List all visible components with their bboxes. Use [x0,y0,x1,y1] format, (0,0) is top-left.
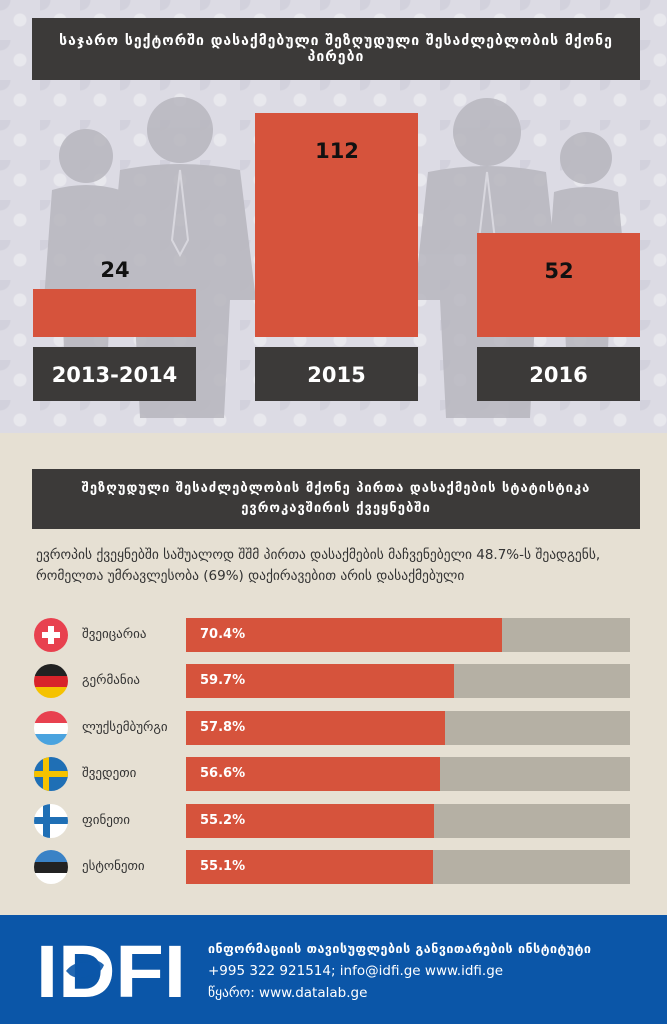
stats-title-line-1: შეზღუდული შესაძლებლობის მქონე პირთა დასა… [81,481,591,496]
country-row: ლუქსემბურგი 57.8% [34,710,634,745]
flag-finland-icon [34,803,68,838]
flag-estonia-icon [34,850,68,884]
top-title: საჯარო სექტორში დასაქმებული შეზღუდული შე… [32,18,640,80]
category-label: 2015 [307,363,365,387]
bar-2013-2014 [33,289,196,337]
contact-info: +995 322 921514; info@idfi.ge www.idfi.g… [208,963,504,979]
country-row: შვეიცარია 70.4% [34,618,634,652]
bar-fill [186,664,454,699]
category-label-box [477,347,640,401]
country-row: გერმანია 59.7% [34,664,634,699]
bar-fill [186,803,434,838]
stats-section: შეზღუდული შესაძლებლობის მქონე პირთა დასა… [0,433,667,915]
country-name: ლუქსემბურგი [82,719,168,735]
flag-luxembourg-icon [34,710,68,745]
person-head-2 [147,97,213,163]
bar-value-label: 70.4% [200,627,246,642]
person-head-1 [59,129,113,183]
bar-track: 56.6% [186,757,630,792]
bars-layer: 24 2013-2014 112 2015 52 2016 [33,113,640,401]
bar-fill [186,710,446,745]
category-label-box [33,347,196,401]
country-name: გერმანია [82,673,141,689]
bar-value-label: 57.8% [200,719,246,735]
flag-germany-icon [34,664,68,699]
stats-title: შეზღუდული შესაძლებლობის მქონე პირთა დასა… [32,469,640,529]
bar-fill [186,850,434,884]
bar-value-label: 59.7% [200,673,246,689]
bar-value-label: 55.1% [200,859,246,874]
bar-track: 59.7% [186,664,630,699]
country-name: შვედეთი [82,766,137,782]
bar-2015 [255,113,418,337]
idfi-logo: IDFI [36,937,186,1003]
bar-track: 55.2% [186,803,630,838]
country-row: შვედეთი 56.6% [34,757,634,792]
stats-title-line-2: ევროკავშირის ქვეყნებში [241,501,431,516]
bar-value-label: 24 [100,258,129,282]
bar-track: 55.1% [186,850,630,884]
bar-fill [186,757,440,792]
bar-chart: 24 2013-2014 112 2015 52 2016 [33,113,640,401]
source-note: წყარო: www.datalab.ge [208,985,368,1001]
svg-text:IDFI: IDFI [36,937,186,1003]
country-name: შვეიცარია [82,627,147,642]
bar-value-label: 52 [544,259,573,283]
bar-value-label: 56.6% [200,766,246,782]
bar-track: 57.8% [186,710,630,745]
footer: IDFI ინფორმაციის თავისუფლების განვითარებ… [0,915,667,1024]
bar-value-label: 112 [315,139,359,163]
category-label: 2013-2014 [52,363,178,387]
bar-value-label: 55.2% [200,812,246,828]
bar-fill [186,618,502,652]
bar-2016 [477,233,640,337]
country-row: ესტონეთი 55.1% [34,850,634,884]
top-section: საჯარო სექტორში დასაქმებული შეზღუდული შე… [0,0,667,433]
category-label-box [255,347,418,401]
flag-switzerland-icon [34,618,68,652]
bar-track: 70.4% [186,618,630,652]
person-head-3 [453,98,521,166]
person-head-4 [560,132,612,184]
flag-sweden-icon [34,757,68,792]
org-name: ინფორმაციის თავისუფლების განვითარების ინ… [208,941,592,956]
country-name: ფინეთი [82,812,130,828]
stats-note: ევროპის ქვეყნებში საშუალოდ შშმ პირთა დას… [36,547,601,584]
category-label: 2016 [529,363,587,387]
country-row: ფინეთი 55.2% [34,803,634,838]
country-name: ესტონეთი [82,859,145,874]
